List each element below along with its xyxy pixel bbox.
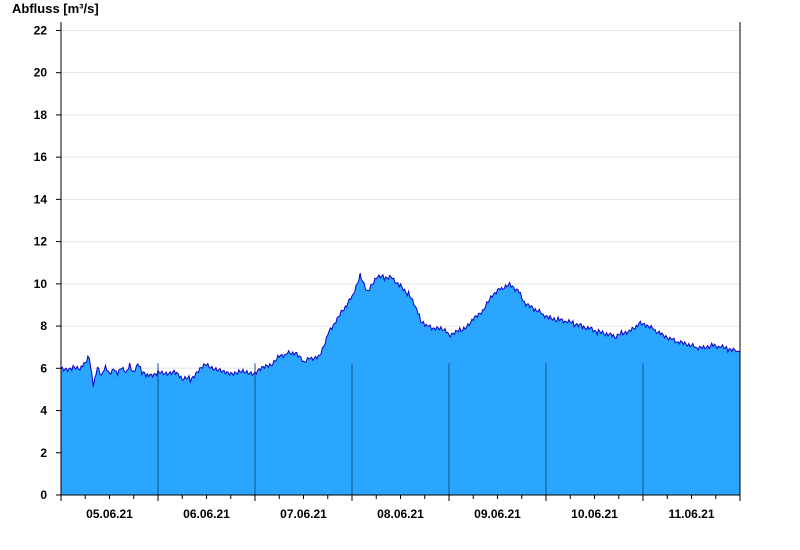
y-ticks: 0 2 4 6 8 10 12 14 16 18 20 22 [34,23,61,502]
y-tick-label: 10 [34,277,48,291]
y-tick-label: 2 [40,446,47,460]
y-tick-label: 12 [34,235,48,249]
x-tick-label: 09.06.21 [474,507,521,521]
y-tick-label: 20 [34,66,48,80]
discharge-area [61,273,740,495]
y-tick-label: 0 [40,488,47,502]
x-ticks: 05.06.21 06.06.21 07.06.21 08.06.21 09.06.21… [60,495,741,521]
x-tick-label: 05.06.21 [86,507,133,521]
y-tick-label: 6 [40,361,47,375]
y-axis-label: Abfluss [m³/s] [12,1,99,16]
x-tick-label: 08.06.21 [377,507,424,521]
x-tick-label: 10.06.21 [571,507,618,521]
x-tick-label: 06.06.21 [183,507,230,521]
y-tick-label: 14 [34,192,48,206]
discharge-line [60,273,740,387]
y-tick-label: 4 [40,404,47,418]
data-layer [60,273,740,495]
x-tick-label: 07.06.21 [280,507,327,521]
y-tick-label: 8 [40,319,47,333]
y-tick-label: 16 [34,150,48,164]
x-tick-label: 11.06.21 [668,507,714,521]
y-tick-label: 22 [34,23,48,37]
day-separators [157,363,644,495]
y-tick-label: 18 [34,108,48,122]
